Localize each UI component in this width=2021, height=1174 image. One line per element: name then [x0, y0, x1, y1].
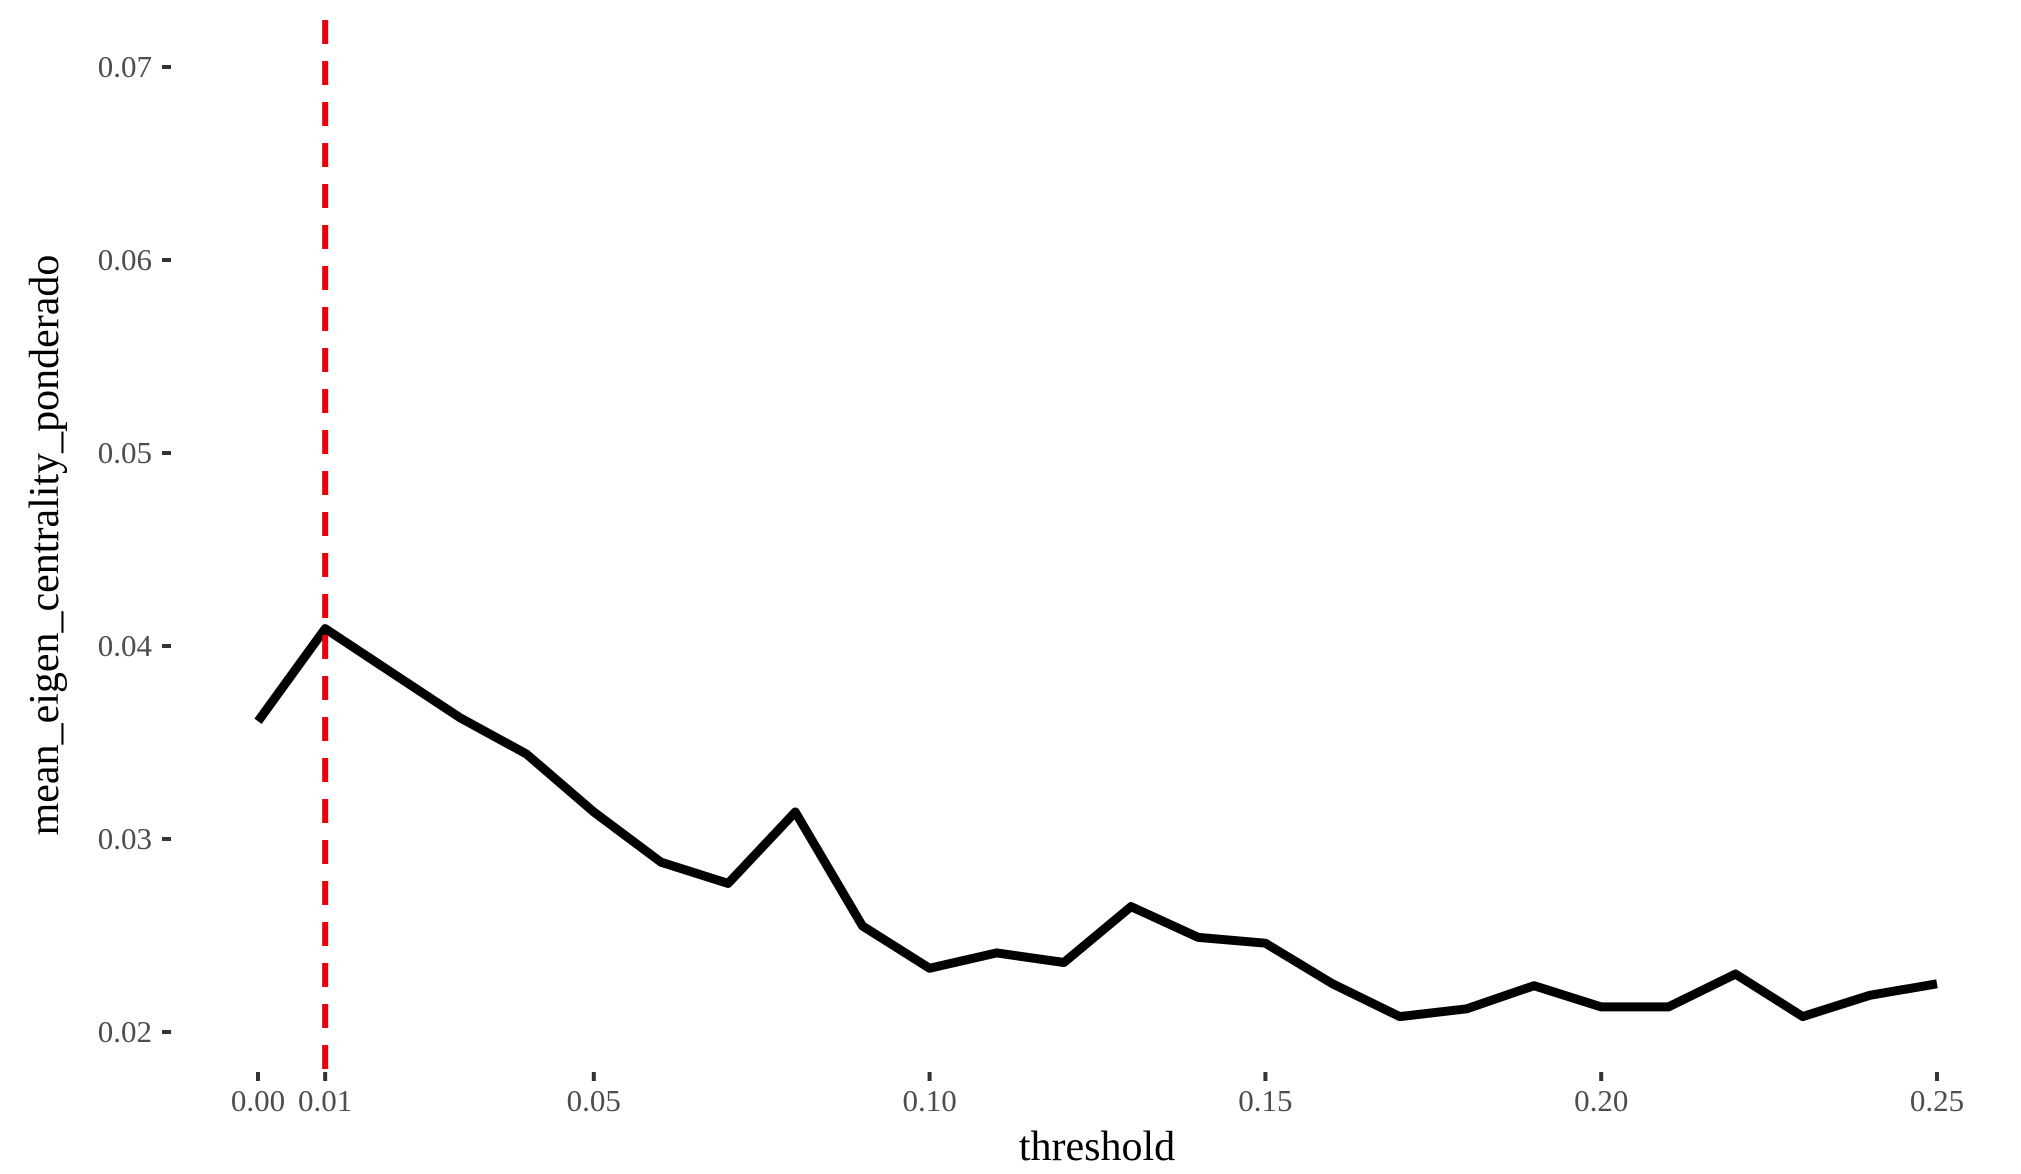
y-axis: 0.02 0.03 0.04 0.05 0.06 0.07: [98, 49, 171, 1049]
y-tick-label: 0.02: [98, 1014, 152, 1049]
x-tick-label: 0.15: [1238, 1083, 1292, 1118]
y-axis-title: mean_eigen_centrality_ponderado: [22, 255, 68, 836]
x-tick-label: 0.01: [298, 1083, 352, 1118]
x-tick-label: 0.25: [1910, 1083, 1964, 1118]
series-line: [254, 624, 1938, 1022]
y-tick-label: 0.04: [98, 628, 153, 663]
x-axis: 0.00 0.01 0.05 0.10 0.15 0.20 0.25: [231, 1072, 1964, 1118]
plot-area: [254, 20, 1938, 1074]
y-tick-label: 0.03: [98, 821, 152, 856]
y-tick-label: 0.05: [98, 435, 152, 470]
x-tick-label: 0.00: [231, 1083, 285, 1118]
y-tick-label: 0.06: [98, 242, 152, 277]
x-axis-title: threshold: [1019, 1124, 1175, 1170]
x-tick-label: 0.05: [567, 1083, 621, 1118]
y-tick-label: 0.07: [98, 49, 152, 84]
x-tick-label: 0.20: [1574, 1083, 1628, 1118]
x-tick-label: 0.10: [902, 1083, 956, 1118]
